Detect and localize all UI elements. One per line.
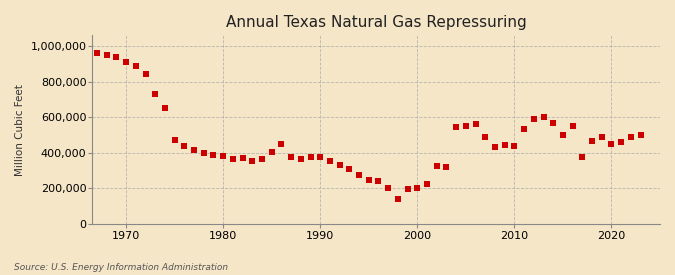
- Title: Annual Texas Natural Gas Repressuring: Annual Texas Natural Gas Repressuring: [225, 15, 526, 30]
- Text: Source: U.S. Energy Information Administration: Source: U.S. Energy Information Administ…: [14, 263, 227, 272]
- Y-axis label: Million Cubic Feet: Million Cubic Feet: [15, 84, 25, 175]
